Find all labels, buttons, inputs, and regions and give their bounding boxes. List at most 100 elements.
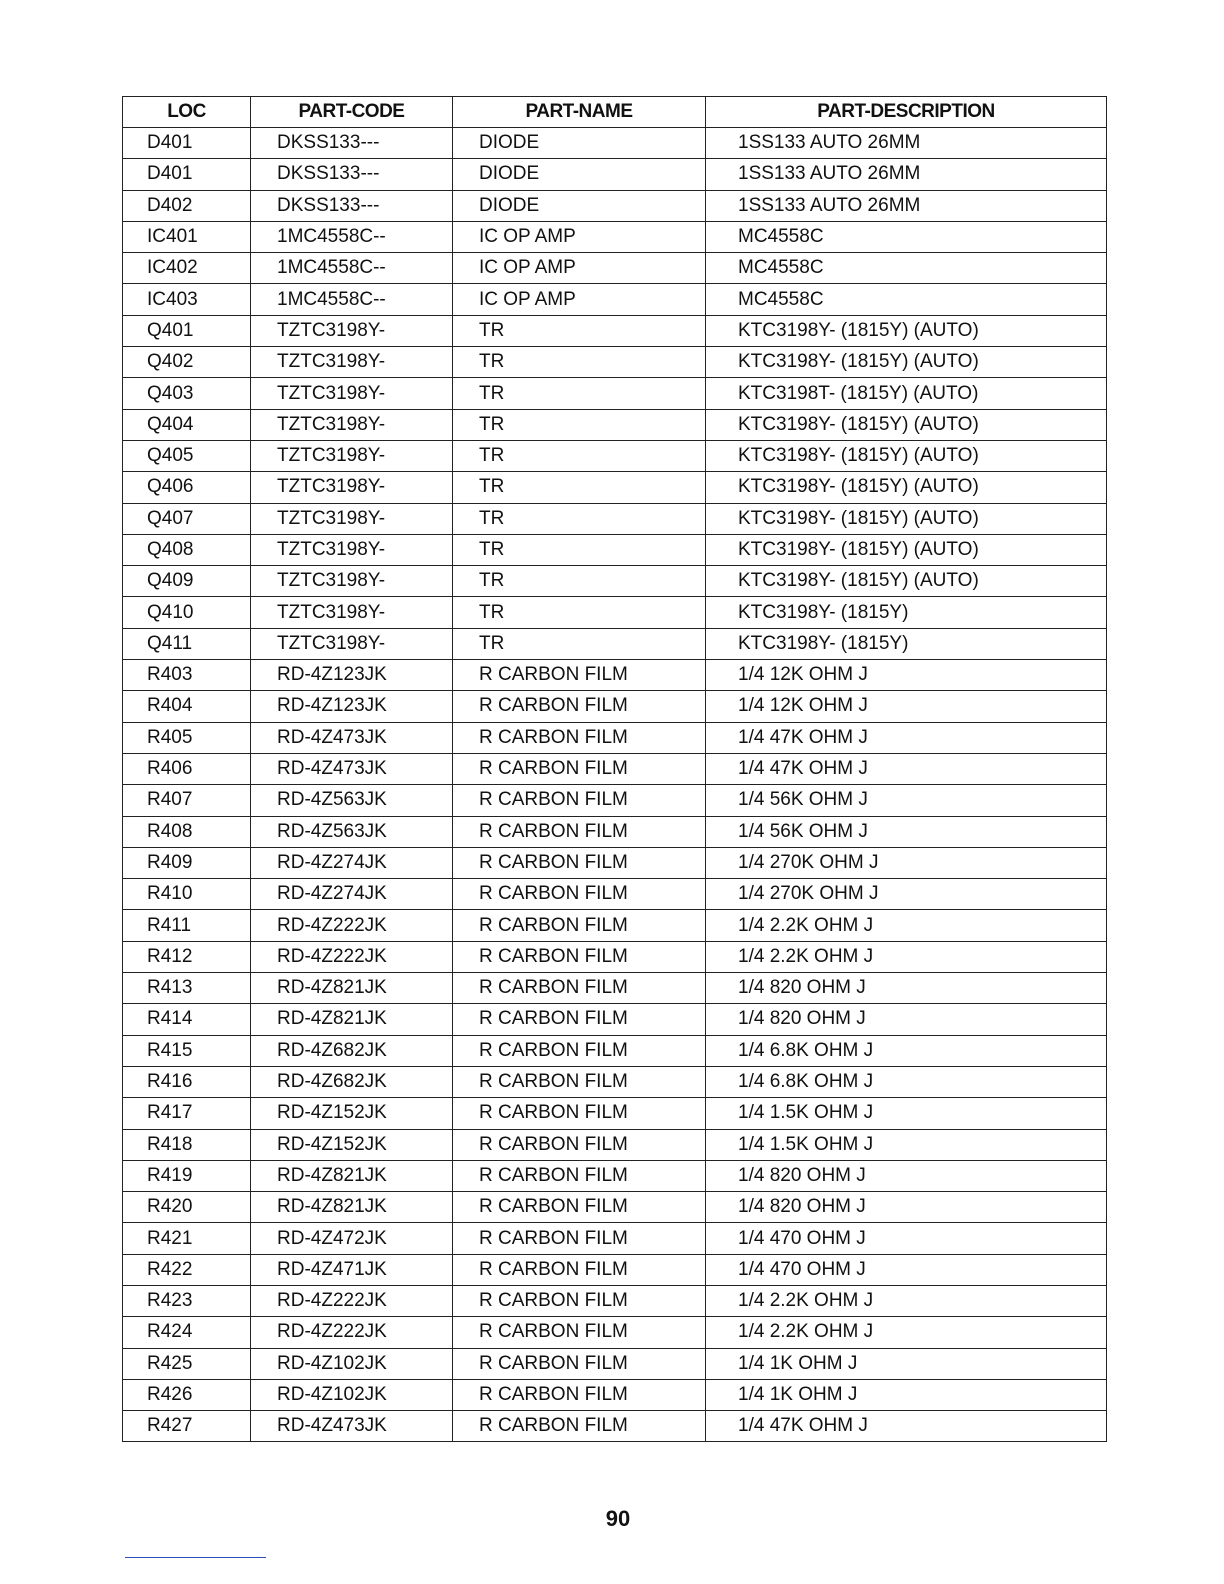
cell-part-code: RD-4Z682JK [250,1065,453,1099]
header-part-code: PART-CODE [250,96,453,128]
cell-part-code: RD-4Z222JK [250,1316,453,1349]
cell-part-code: TZTC3198Y- [250,596,453,629]
cell-part-description: 1SS133 AUTO 26MM [705,189,1107,222]
cell-part-code: RD-4Z473JK [250,752,453,786]
cell-loc: R416 [122,1065,251,1099]
table-row: Q403 TZTC3198Y- TR KTC3198T- (1815Y) (AUTO) [122,377,1107,410]
table-row: R427 RD-4Z473JK R CARBON FILM 1/4 47K OHM J [122,1410,1107,1443]
cell-part-name: TR [452,565,706,598]
cell-part-code: RD-4Z563JK [250,784,453,817]
table-row: R425 RD-4Z102JK R CARBON FILM 1/4 1K OHM J [122,1347,1107,1380]
table-row: Q405 TZTC3198Y- TR KTC3198Y- (1815Y) (AUTO) [122,439,1107,473]
table-row: Q406 TZTC3198Y- TR KTC3198Y- (1815Y) (AUTO) [122,471,1107,504]
cell-loc: D401 [122,158,251,191]
cell-loc: R423 [122,1284,251,1318]
cell-part-code: 1MC4558C-- [250,283,453,316]
table-row: R423 RD-4Z222JK R CARBON FILM 1/4 2.2K OHM … [122,1284,1107,1318]
cell-part-code: TZTC3198Y- [250,439,453,473]
cell-loc: Q409 [122,565,251,598]
table-row: Q407 TZTC3198Y- TR KTC3198Y- (1815Y) (AUTO) [122,502,1107,535]
cell-part-code: RD-4Z102JK [250,1378,453,1412]
cell-part-code: TZTC3198Y- [250,346,453,379]
cell-part-name: TR [452,377,706,410]
cell-part-name: DIODE [452,158,706,191]
cell-part-code: RD-4Z821JK [250,972,453,1005]
table-row: Q404 TZTC3198Y- TR KTC3198Y- (1815Y) (AUTO) [122,408,1107,441]
cell-part-description: 1/4 12K OHM J [705,690,1107,723]
cell-part-description: MC4558C [705,220,1107,254]
cell-part-name: R CARBON FILM [452,1378,706,1412]
header-part-name: PART-NAME [452,96,706,128]
cell-part-name: IC OP AMP [452,252,706,285]
cell-part-name: R CARBON FILM [452,1128,706,1161]
cell-part-name: R CARBON FILM [452,878,706,911]
table-row: D402 DKSS133--- DIODE 1SS133 AUTO 26MM [122,189,1107,222]
cell-part-name: TR [452,533,706,567]
table-row: R413 RD-4Z821JK R CARBON FILM 1/4 820 OHM J [122,972,1107,1005]
cell-loc: R409 [122,846,251,880]
cell-part-name: R CARBON FILM [452,1003,706,1036]
cell-part-name: R CARBON FILM [452,972,706,1005]
page-number: 90 [605,1506,631,1531]
cell-part-code: RD-4Z123JK [250,690,453,723]
table-row: Q402 TZTC3198Y- TR KTC3198Y- (1815Y) (AUTO) [122,346,1107,379]
cell-loc: R406 [122,752,251,786]
cell-part-description: KTC3198Y- (1815Y) [705,627,1107,661]
cell-loc: R405 [122,721,251,754]
cell-loc: Q402 [122,346,251,379]
cell-part-description: 1/4 820 OHM J [705,972,1107,1005]
cell-loc: R413 [122,972,251,1005]
cell-part-description: 1/4 820 OHM J [705,1003,1107,1036]
cell-part-description: KTC3198Y- (1815Y) (AUTO) [705,346,1107,379]
cell-part-description: KTC3198Y- (1815Y) (AUTO) [705,565,1107,598]
cell-loc: Q405 [122,439,251,473]
cell-part-description: 1/4 2.2K OHM J [705,909,1107,942]
table-row: R410 RD-4Z274JK R CARBON FILM 1/4 270K OHM … [122,878,1107,911]
table-row: R406 RD-4Z473JK R CARBON FILM 1/4 47K OHM J [122,752,1107,786]
cell-part-name: R CARBON FILM [452,752,706,786]
cell-part-name: R CARBON FILM [452,1410,706,1443]
header-part-description: PART-DESCRIPTION [705,96,1107,128]
cell-part-name: R CARBON FILM [452,1159,706,1193]
cell-part-description: 1SS133 AUTO 26MM [705,126,1107,160]
cell-part-code: TZTC3198Y- [250,502,453,535]
cell-part-name: DIODE [452,189,706,222]
table-row: IC402 1MC4558C-- IC OP AMP MC4558C [122,252,1107,285]
cell-part-name: TR [452,439,706,473]
cell-part-name: R CARBON FILM [452,659,706,692]
cell-part-description: 1/4 270K OHM J [705,878,1107,911]
cell-part-name: R CARBON FILM [452,940,706,974]
cell-part-description: 1/4 56K OHM J [705,815,1107,848]
cell-part-description: 1/4 6.8K OHM J [705,1034,1107,1067]
table-row: IC403 1MC4558C-- IC OP AMP MC4558C [122,283,1107,316]
cell-part-name: R CARBON FILM [452,1347,706,1380]
table-row: Q409 TZTC3198Y- TR KTC3198Y- (1815Y) (AUTO) [122,565,1107,598]
cell-part-code: TZTC3198Y- [250,377,453,410]
cell-part-code: TZTC3198Y- [250,471,453,504]
cell-loc: R419 [122,1159,251,1193]
cell-part-name: R CARBON FILM [452,1034,706,1067]
cell-part-name: R CARBON FILM [452,1222,706,1255]
cell-part-code: RD-4Z222JK [250,909,453,942]
cell-loc: R422 [122,1253,251,1286]
cell-loc: IC401 [122,220,251,254]
cell-part-code: RD-4Z473JK [250,721,453,754]
cell-part-code: RD-4Z821JK [250,1191,453,1224]
cell-part-name: R CARBON FILM [452,1316,706,1349]
cell-part-name: R CARBON FILM [452,721,706,754]
cell-loc: R407 [122,784,251,817]
cell-part-description: 1/4 1K OHM J [705,1347,1107,1380]
cell-part-description: KTC3198Y- (1815Y) (AUTO) [705,502,1107,535]
cell-part-code: DKSS133--- [250,126,453,160]
cell-loc: R417 [122,1097,251,1130]
table-header-row: LOC PART-CODE PART-NAME PART-DESCRIPTION [122,96,1107,128]
cell-part-name: IC OP AMP [452,283,706,316]
cell-part-code: RD-4Z563JK [250,815,453,848]
cell-loc: R415 [122,1034,251,1067]
cell-part-code: RD-4Z222JK [250,940,453,974]
cell-part-code: RD-4Z473JK [250,1410,453,1443]
table-row: R405 RD-4Z473JK R CARBON FILM 1/4 47K OHM J [122,721,1107,754]
table-row: D401 DKSS133--- DIODE 1SS133 AUTO 26MM [122,126,1107,160]
cell-part-description: 1/4 56K OHM J [705,784,1107,817]
cell-part-description: 1SS133 AUTO 26MM [705,158,1107,191]
